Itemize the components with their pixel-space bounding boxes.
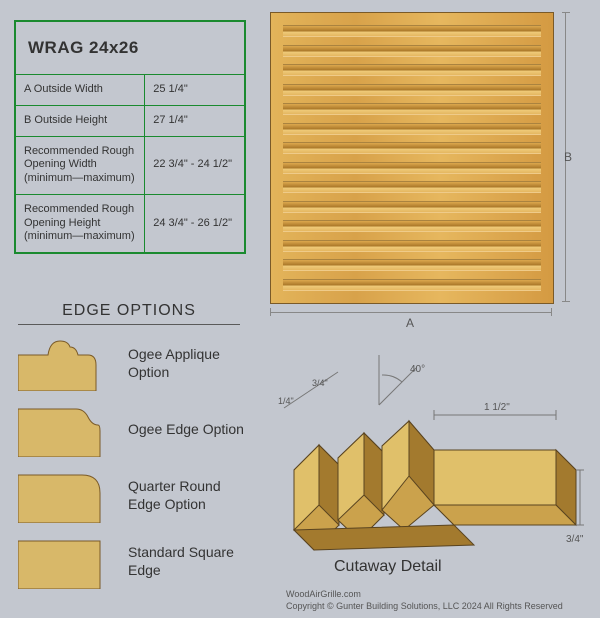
spec-label: Recommended Rough Opening Height (minimu… bbox=[15, 194, 145, 253]
edge-options-title: EDGE OPTIONS bbox=[18, 302, 240, 325]
table-row: Recommended Rough Opening Width (minimum… bbox=[15, 136, 245, 194]
edge-option-row: Standard Square Edge bbox=[18, 533, 248, 589]
dim-frame-width: 1 1/2" bbox=[484, 402, 510, 413]
square-edge-icon bbox=[18, 533, 114, 589]
edge-options-section: EDGE OPTIONS Ogee Applique Option Ogee E… bbox=[18, 302, 248, 599]
spec-table: WRAG 24x26 A Outside Width 25 1/4" B Out… bbox=[14, 20, 246, 254]
table-row: B Outside Height 27 1/4" bbox=[15, 105, 245, 136]
dim-frame-depth: 3/4" bbox=[566, 534, 584, 545]
grille-frame bbox=[270, 12, 554, 304]
dimension-cap bbox=[562, 301, 570, 302]
edge-option-label: Ogee Applique Option bbox=[128, 345, 248, 381]
dimension-line-a bbox=[270, 312, 552, 313]
grille-louver bbox=[283, 201, 541, 213]
dimension-cap bbox=[270, 308, 271, 316]
spec-value: 24 3/4" - 26 1/2" bbox=[145, 194, 245, 253]
edge-option-label: Standard Square Edge bbox=[128, 543, 248, 579]
grille-louver bbox=[283, 259, 541, 271]
grille-louvers bbox=[283, 25, 541, 291]
grille-louver bbox=[283, 240, 541, 252]
grille-louver bbox=[283, 220, 541, 232]
spec-value: 22 3/4" - 24 1/2" bbox=[145, 136, 245, 194]
dimension-cap bbox=[562, 12, 570, 13]
cutaway-body bbox=[294, 421, 576, 550]
quarter-round-icon bbox=[18, 467, 114, 523]
dim-louver-a: 1/4" bbox=[278, 396, 294, 406]
dim-louver-b: 3/4" bbox=[312, 378, 328, 388]
frame-depth-dim bbox=[576, 470, 584, 525]
cutaway-title: Cutaway Detail bbox=[334, 558, 442, 576]
table-row: Recommended Rough Opening Height (minimu… bbox=[15, 194, 245, 253]
grille-diagram: B A bbox=[270, 12, 566, 322]
table-row: A Outside Width 25 1/4" bbox=[15, 75, 245, 106]
edge-option-row: Ogee Edge Option bbox=[18, 401, 248, 457]
grille-louver bbox=[283, 25, 541, 37]
grille-louver bbox=[283, 45, 541, 57]
spec-sheet-page: WRAG 24x26 A Outside Width 25 1/4" B Out… bbox=[0, 0, 600, 618]
ogee-edge-icon bbox=[18, 401, 114, 457]
grille-louver bbox=[283, 162, 541, 174]
angle-label: 40° bbox=[410, 364, 425, 375]
ogee-applique-icon bbox=[18, 335, 114, 391]
cutaway-svg: 40° 1/4" 3/4" 1 1/2" bbox=[274, 350, 584, 590]
grille-louver bbox=[283, 84, 541, 96]
dimension-letter-a: A bbox=[406, 316, 414, 330]
edge-option-label: Quarter Round Edge Option bbox=[128, 477, 248, 513]
edge-option-row: Ogee Applique Option bbox=[18, 335, 248, 391]
grille-louver bbox=[283, 279, 541, 291]
angle-callout bbox=[379, 355, 416, 405]
dimension-cap bbox=[551, 308, 552, 316]
grille-louver bbox=[283, 123, 541, 135]
footer: WoodAirGrille.com Copyright © Gunter Bui… bbox=[286, 588, 563, 612]
dimension-letter-b: B bbox=[564, 150, 572, 164]
footer-site: WoodAirGrille.com bbox=[286, 588, 563, 600]
spec-value: 25 1/4" bbox=[145, 75, 245, 106]
grille-louver bbox=[283, 103, 541, 115]
cutaway-diagram: 40° 1/4" 3/4" 1 1/2" bbox=[274, 350, 584, 590]
grille-louver bbox=[283, 181, 541, 193]
spec-label: A Outside Width bbox=[15, 75, 145, 106]
edge-option-label: Ogee Edge Option bbox=[128, 420, 244, 438]
edge-option-row: Quarter Round Edge Option bbox=[18, 467, 248, 523]
footer-copyright: Copyright © Gunter Building Solutions, L… bbox=[286, 600, 563, 612]
spec-label: B Outside Height bbox=[15, 105, 145, 136]
spec-label: Recommended Rough Opening Width (minimum… bbox=[15, 136, 145, 194]
spec-value: 27 1/4" bbox=[145, 105, 245, 136]
spec-table-title: WRAG 24x26 bbox=[15, 21, 245, 75]
grille-louver bbox=[283, 142, 541, 154]
grille-louver bbox=[283, 64, 541, 76]
